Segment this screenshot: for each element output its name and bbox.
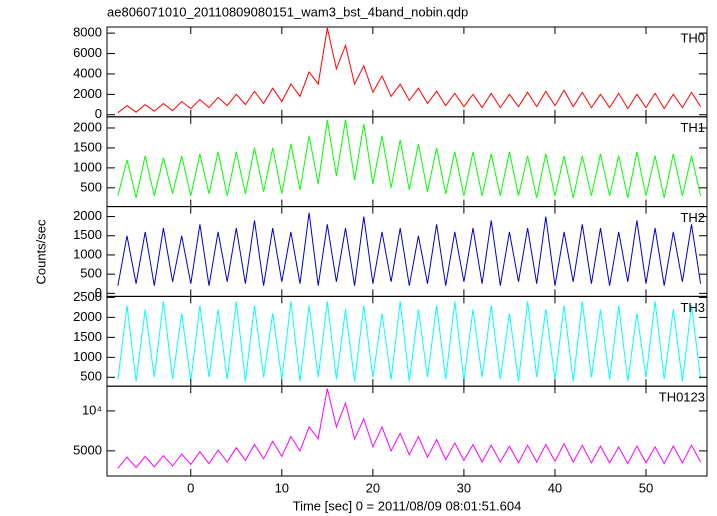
chart-title: ae806071010_20110809080151_wam3_bst_4ban… bbox=[107, 4, 468, 19]
y-tick-label: 1500 bbox=[73, 329, 102, 344]
light-curve bbox=[117, 27, 702, 114]
panel-frame bbox=[106, 295, 708, 387]
panel-label: TH2 bbox=[680, 210, 705, 225]
y-tick-label: 0 bbox=[95, 285, 102, 300]
panel-label: TH0 bbox=[680, 30, 705, 45]
y-tick-label: 1000 bbox=[73, 246, 102, 261]
light-curve bbox=[117, 388, 702, 469]
x-tick-label: 10 bbox=[275, 480, 289, 495]
y-tick-label: 5000 bbox=[73, 442, 102, 457]
light-curve bbox=[117, 301, 702, 382]
x-tick-label: 40 bbox=[548, 480, 562, 495]
x-tick-label: 0 bbox=[187, 480, 194, 495]
panel-label: TH3 bbox=[680, 300, 705, 315]
y-tick-label: 500 bbox=[80, 266, 102, 281]
light-curve bbox=[117, 212, 702, 286]
panel-frame bbox=[106, 26, 708, 118]
y-tick-label: 4000 bbox=[73, 65, 102, 80]
y-tick-label: 1500 bbox=[73, 139, 102, 154]
y-axis-label: Counts/sec bbox=[33, 219, 48, 285]
y-tick-label: 1500 bbox=[73, 227, 102, 242]
y-tick-label: 0 bbox=[95, 106, 102, 121]
y-tick-label: 10⁴ bbox=[82, 402, 102, 417]
y-tick-label: 2000 bbox=[73, 86, 102, 101]
light-curve bbox=[117, 119, 702, 198]
y-tick-label: 8000 bbox=[73, 25, 102, 40]
y-tick-label: 6000 bbox=[73, 45, 102, 60]
x-tick-label: 50 bbox=[639, 480, 653, 495]
y-tick-label: 500 bbox=[80, 369, 102, 384]
y-tick-label: 1000 bbox=[73, 159, 102, 174]
y-tick-label: 2000 bbox=[73, 119, 102, 134]
x-tick-label: 20 bbox=[366, 480, 380, 495]
y-tick-label: 1000 bbox=[73, 349, 102, 364]
panel-label: TH0123 bbox=[659, 390, 705, 405]
y-tick-label: 2500 bbox=[73, 289, 102, 304]
x-axis-label: Time [sec] 0 = 2011/08/09 08:01:51.604 bbox=[293, 498, 522, 513]
y-tick-label: 2000 bbox=[73, 309, 102, 324]
panel-label: TH1 bbox=[680, 120, 705, 135]
y-tick-label: 500 bbox=[80, 179, 102, 194]
panel-frame bbox=[106, 206, 708, 297]
panel-frame bbox=[106, 385, 708, 477]
y-tick-label: 2000 bbox=[73, 208, 102, 223]
x-tick-label: 30 bbox=[457, 480, 471, 495]
